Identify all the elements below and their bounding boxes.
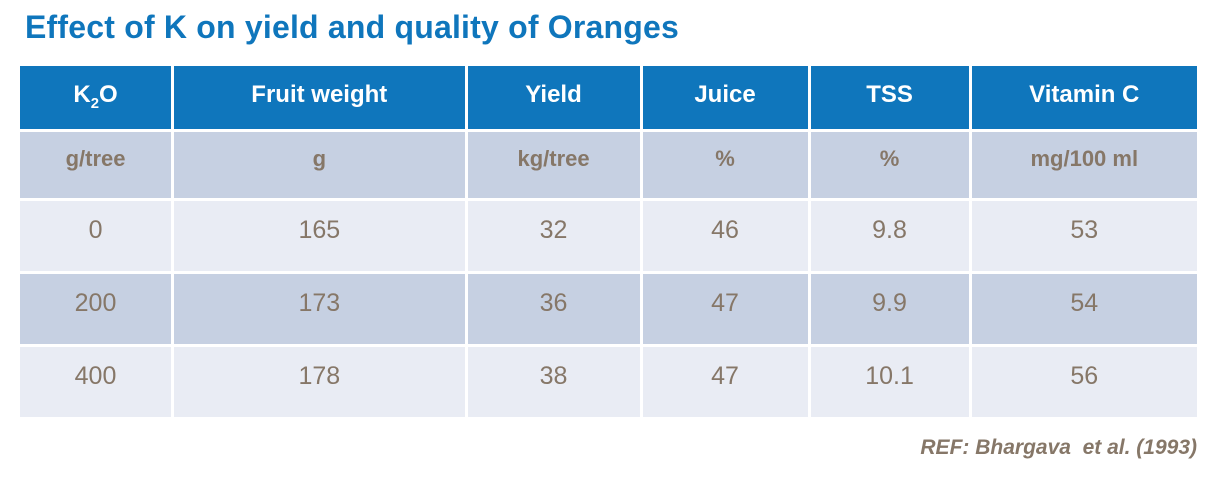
table-cell: 10.1 [810, 347, 969, 417]
unit-cell-tss: % [810, 132, 969, 198]
table-cell: 200 [20, 274, 172, 344]
column-header-juice: Juice [642, 66, 808, 129]
oranges-data-table: K2O Fruit weight Yield Juice TSS Vitamin… [17, 63, 1200, 420]
unit-cell-k2o: g/tree [20, 132, 172, 198]
unit-cell-juice: % [642, 132, 808, 198]
k2o-base: K [73, 81, 91, 108]
k2o-tail: O [99, 81, 118, 108]
table-units-row: g/tree g kg/tree % % mg/100 ml [20, 132, 1197, 198]
table-cell: 47 [642, 274, 808, 344]
table-cell: 9.9 [810, 274, 969, 344]
data-row-200: 200 173 36 47 9.9 54 [20, 274, 1197, 344]
table-cell: 47 [642, 347, 808, 417]
unit-cell-yield: kg/tree [467, 132, 640, 198]
table-cell: 0 [20, 201, 172, 271]
reference-citation: REF: Bhargava et al. (1993) [920, 436, 1197, 459]
page-title: Effect of K on yield and quality of Oran… [25, 9, 680, 45]
table-cell: 38 [467, 347, 640, 417]
table-cell: 178 [174, 347, 465, 417]
column-header-k2o: K2O [20, 66, 172, 129]
table-cell: 165 [174, 201, 465, 271]
table-cell: 400 [20, 347, 172, 417]
table-cell: 9.8 [810, 201, 969, 271]
table-cell: 36 [467, 274, 640, 344]
unit-cell-fruit-weight: g [174, 132, 465, 198]
unit-cell-vitamin-c: mg/100 ml [971, 132, 1197, 198]
table-cell: 56 [971, 347, 1197, 417]
table-cell: 53 [971, 201, 1197, 271]
k2o-subscript: 2 [90, 95, 99, 112]
table-cell: 54 [971, 274, 1197, 344]
table-header-row: K2O Fruit weight Yield Juice TSS Vitamin… [20, 66, 1197, 129]
column-header-vitamin-c: Vitamin C [971, 66, 1197, 129]
table-cell: 46 [642, 201, 808, 271]
column-header-tss: TSS [810, 66, 969, 129]
data-row-400: 400 178 38 47 10.1 56 [20, 347, 1197, 417]
table-cell: 173 [174, 274, 465, 344]
data-row-0: 0 165 32 46 9.8 53 [20, 201, 1197, 271]
table-cell: 32 [467, 201, 640, 271]
column-header-yield: Yield [467, 66, 640, 129]
column-header-fruit-weight: Fruit weight [174, 66, 465, 129]
